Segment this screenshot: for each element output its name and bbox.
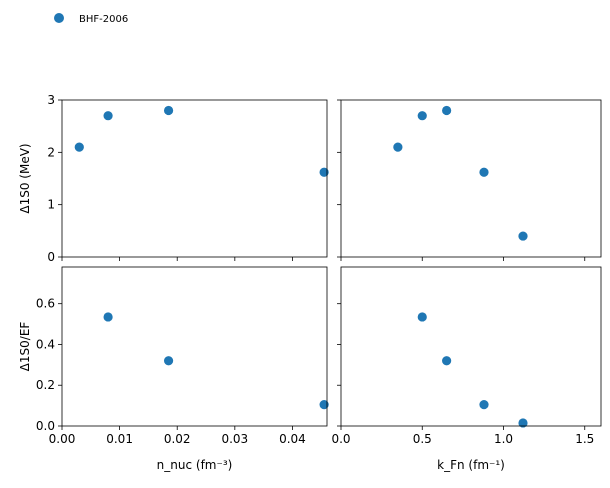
x-tick-label: 1.0 [494, 432, 513, 446]
y-tick-label: 0.4 [36, 337, 55, 351]
axes-frame [61, 99, 328, 258]
data-point [518, 418, 528, 428]
x-tick-label: 0.03 [221, 432, 248, 446]
data-point [393, 142, 403, 152]
x-axis-label: n_nuc (fm⁻³) [157, 458, 233, 472]
data-point [163, 105, 174, 116]
y-tick-label: 2 [47, 145, 55, 159]
y-tick-label: 1 [47, 198, 55, 212]
axes-frame [340, 99, 602, 258]
y-tick-label: 0.6 [36, 297, 55, 311]
y-tick-label: 0 [47, 250, 55, 264]
x-tick-label: 0.02 [164, 432, 191, 446]
x-tick-label: 0.0 [331, 432, 350, 446]
data-point [103, 111, 113, 121]
legend-label: BHF-2006 [79, 14, 128, 25]
x-tick-label: 0.5 [413, 432, 432, 446]
y-tick-label: 0.0 [36, 419, 55, 433]
data-point [417, 312, 427, 322]
y-tick-label: 0.2 [36, 378, 55, 392]
panel-bottom-left: 0.00 0.01 0.02 0.03 0.04 0.0 0.2 0.4 0.6 Δ1S0/EF n… [18, 266, 329, 472]
data-point [518, 231, 528, 241]
data-point [319, 167, 329, 177]
data-point [442, 356, 452, 366]
axes-frame [340, 266, 602, 427]
y-tick-label: 3 [47, 93, 55, 107]
y-axis-label: Δ1S0 (MeV) [18, 143, 32, 213]
y-axis-label: Δ1S0/EF [18, 322, 32, 372]
data-point [442, 105, 452, 116]
data-point [319, 399, 329, 410]
legend-marker [54, 13, 64, 23]
data-point [417, 111, 427, 121]
data-point [103, 312, 113, 322]
x-tick-label: 0.01 [106, 432, 133, 446]
data-point [163, 356, 174, 366]
data-point [74, 142, 84, 152]
axes-frame [61, 266, 328, 427]
x-tick-label: 0.00 [49, 432, 76, 446]
panel-bottom-right: 0.0 0.5 1.0 1.5 k_Fn (fm⁻¹) [331, 266, 602, 472]
panel-top-left: 0 1 2 3 Δ1S0 (MeV) [18, 93, 329, 264]
data-point [479, 167, 489, 177]
legend: BHF-2006 [54, 13, 128, 25]
panel-top-right [337, 99, 602, 261]
x-axis-label: k_Fn (fm⁻¹) [437, 458, 505, 472]
x-tick-label: 1.5 [575, 432, 594, 446]
x-tick-label: 0.04 [279, 432, 306, 446]
data-point [479, 399, 489, 410]
